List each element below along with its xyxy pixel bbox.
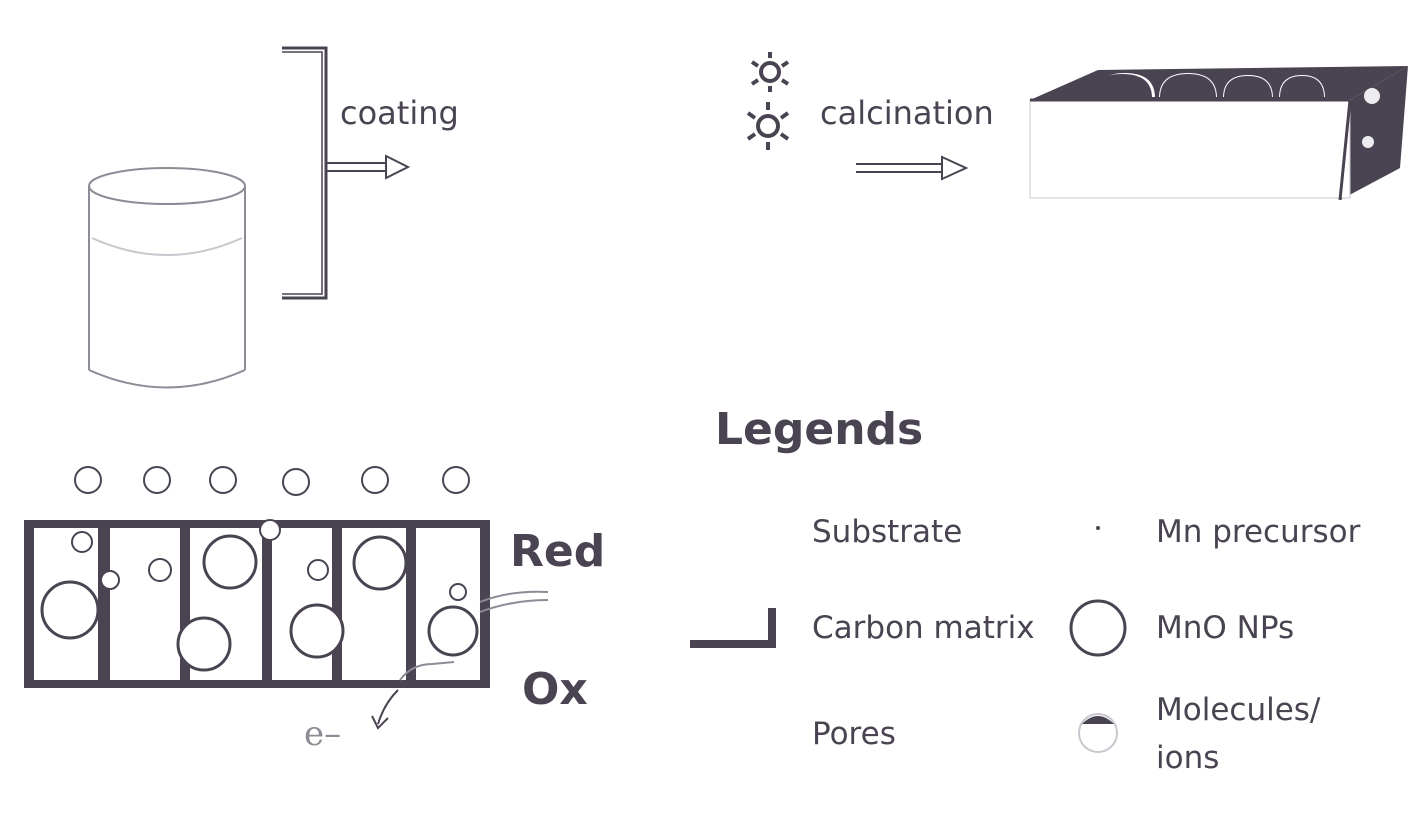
carbon-block-3d: [1029, 66, 1408, 201]
coating-arrow-icon: [326, 154, 411, 180]
electron-label: e–: [304, 714, 342, 754]
legend-item-molecules: Molecules/: [1156, 692, 1321, 728]
legend-item-ions: ions: [1156, 740, 1220, 776]
legend-carbon-matrix-icon: [690, 608, 776, 648]
beaker-icon: [88, 167, 246, 389]
ox-label: Ox: [522, 664, 588, 715]
legend-item-carbon-matrix: Carbon matrix: [812, 610, 1035, 646]
legend-item-substrate: Substrate: [812, 514, 963, 550]
legend-item-mn-precursor: Mn precursor: [1156, 514, 1361, 550]
legend-mn-precursor-icon: [1096, 526, 1100, 530]
molecules-row: [74, 466, 470, 496]
legend-mno-np-icon: [1069, 599, 1127, 657]
coating-bracket-icon: [282, 46, 328, 300]
calcination-label: calcination: [820, 94, 994, 132]
legend-title: Legends: [715, 404, 924, 455]
mn-precursor-molecule-icon: [746, 52, 790, 150]
legend-item-mno-nps: MnO NPs: [1156, 610, 1295, 646]
redox-arrows-icon: [371, 590, 549, 730]
coating-label: coating: [340, 94, 459, 132]
carbon-matrix-cross-section: [24, 519, 490, 688]
calcination-arrow-icon: [856, 155, 969, 181]
red-label: Red: [510, 526, 606, 577]
legend-item-pores: Pores: [812, 716, 896, 752]
legend-molecule-icon: [1078, 713, 1118, 753]
